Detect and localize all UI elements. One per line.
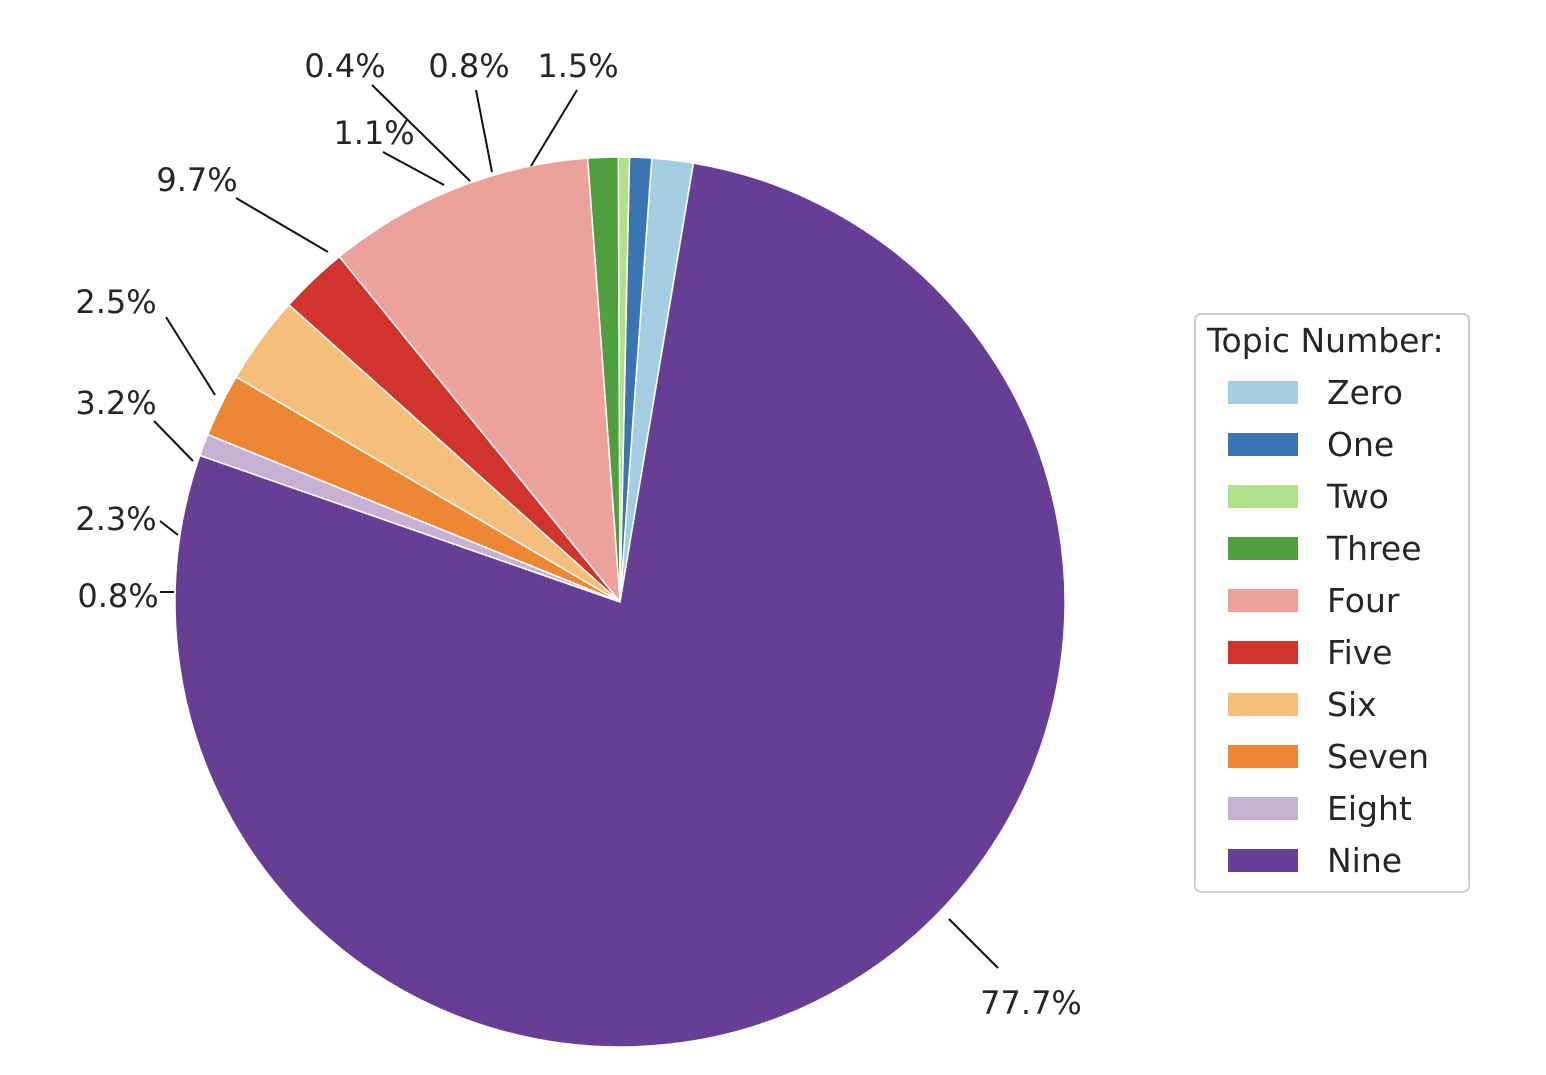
legend-items: Zero One Two Three Four Five Six Seven Eight Nine — [1228, 373, 1429, 880]
legend-label-eight: Eight — [1327, 789, 1412, 828]
legend-label-two: Two — [1326, 477, 1389, 516]
pie-slice-nine — [174, 162, 1066, 1048]
legend-label-four: Four — [1327, 581, 1400, 620]
leader-line-zero — [530, 89, 578, 167]
legend-swatch-four — [1228, 589, 1298, 612]
leader-line-nine — [948, 918, 999, 969]
leader-line-six — [153, 420, 194, 462]
legend-label-nine: Nine — [1327, 841, 1402, 880]
legend-label-five: Five — [1327, 633, 1393, 672]
pct-label-seven: 2.3% — [75, 500, 156, 538]
pct-label-two: 0.4% — [304, 47, 385, 85]
pct-label-zero: 1.5% — [537, 47, 618, 85]
legend-swatch-nine — [1228, 849, 1298, 872]
pct-label-nine: 77.7% — [980, 984, 1082, 1022]
leader-line-one — [475, 89, 493, 173]
legend-swatch-six — [1228, 693, 1298, 716]
legend-swatch-zero — [1228, 381, 1298, 404]
legend-swatch-one — [1228, 433, 1298, 456]
leader-line-seven — [159, 520, 179, 536]
pct-label-six: 3.2% — [75, 384, 156, 422]
legend-swatch-seven — [1228, 745, 1298, 768]
legend-label-zero: Zero — [1327, 373, 1403, 412]
pct-label-four: 9.7% — [156, 161, 237, 199]
leader-line-five — [165, 316, 216, 396]
pie-slice-four — [338, 157, 621, 605]
legend-label-one: One — [1327, 425, 1394, 464]
pct-label-five: 2.5% — [75, 283, 156, 321]
pct-label-eight: 0.8% — [77, 577, 158, 615]
legend-label-three: Three — [1326, 529, 1422, 568]
leader-line-three — [382, 151, 445, 186]
legend-label-six: Six — [1327, 685, 1377, 724]
legend-swatch-five — [1228, 641, 1298, 664]
leader-line-four — [235, 197, 329, 253]
pct-label-one: 0.8% — [428, 47, 509, 85]
leader-line-two — [371, 84, 471, 182]
legend-label-seven: Seven — [1327, 737, 1429, 776]
pct-label-three: 1.1% — [333, 114, 414, 152]
legend-title: Topic Number: — [1206, 321, 1444, 360]
legend-swatch-two — [1228, 485, 1298, 508]
pie-slices — [174, 156, 1066, 1048]
legend-swatch-three — [1228, 537, 1298, 560]
pct-leader-lines — [153, 84, 999, 969]
legend: Topic Number: Zero One Two Three Four Five Six… — [1194, 313, 1470, 893]
legend-swatch-eight — [1228, 797, 1298, 820]
pct-labels: 1.5% 0.8% 0.4% 1.1% 9.7% 2.5% 3.2% 2.3% 0.8% 77.7… — [75, 47, 1081, 1022]
